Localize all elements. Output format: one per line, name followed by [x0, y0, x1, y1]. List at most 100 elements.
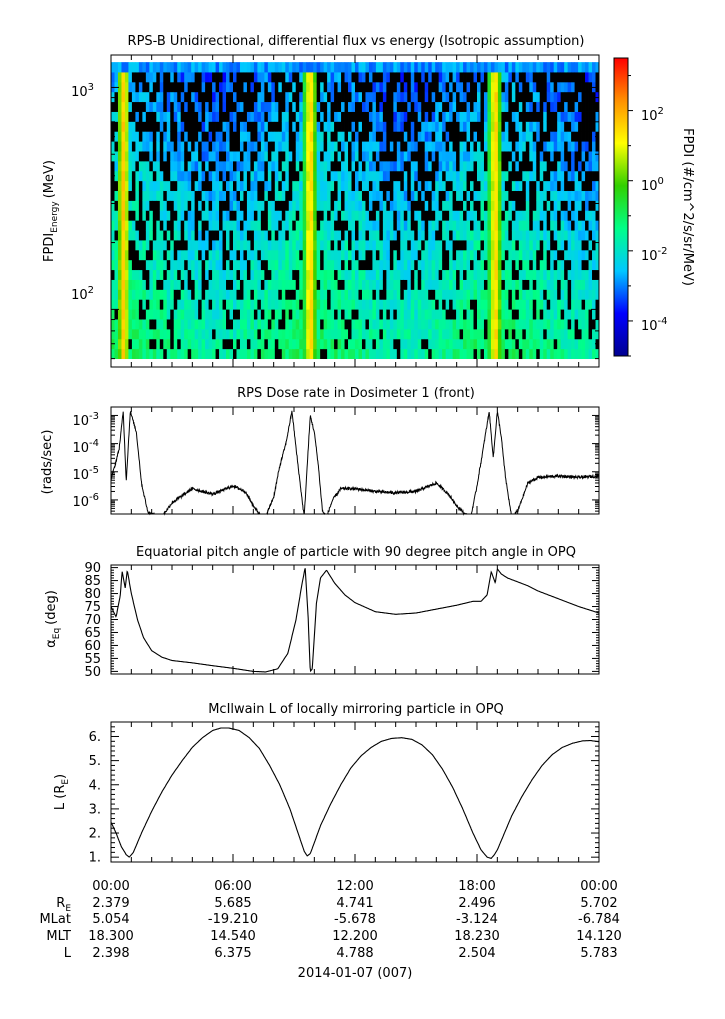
spectrogram-cell — [361, 200, 366, 211]
spectrogram-cell — [581, 338, 586, 350]
spectrogram-cell — [473, 348, 478, 360]
spectrogram-cell — [515, 180, 520, 192]
spectrogram-cell — [348, 141, 352, 152]
spectrogram-cell — [497, 62, 502, 73]
spectrogram-cell — [260, 111, 265, 122]
spectrogram-cell — [473, 279, 478, 290]
spectrogram-cell — [557, 319, 562, 330]
spectrogram-cell — [355, 309, 359, 320]
spectrogram-cell — [222, 220, 227, 231]
spectrogram-cell — [243, 309, 248, 320]
spectrogram-cell — [320, 249, 325, 261]
spectrogram-cell — [470, 319, 474, 330]
spectrogram-cell — [271, 269, 276, 280]
spectrogram-cell — [403, 338, 408, 350]
spectrogram-cell — [198, 319, 203, 330]
spectrogram-cell — [313, 91, 318, 103]
spectrogram-cell — [299, 141, 304, 152]
spectrogram-cell — [445, 121, 450, 132]
spectrogram-cell — [466, 299, 471, 310]
spectrogram-cell — [355, 319, 359, 330]
spectrogram-cell — [117, 200, 122, 211]
spectrogram-cell — [487, 240, 492, 251]
spectrogram-cell — [142, 319, 147, 330]
spectrogram-cell — [166, 230, 171, 241]
spectrogram-cell — [111, 111, 115, 122]
spectrogram-cell — [135, 62, 140, 73]
spectrogram-cell — [536, 200, 541, 211]
spectrogram-cell — [215, 319, 220, 330]
spectrogram-cell — [138, 299, 143, 310]
spectrogram-cell — [135, 269, 140, 280]
spectrogram-cell — [431, 170, 436, 182]
spectrogram-cell — [375, 81, 380, 93]
spectrogram-cell — [219, 259, 223, 271]
spectrogram-cell — [212, 72, 216, 83]
spectrogram-cell — [382, 249, 387, 261]
spectrogram-cell — [306, 160, 311, 172]
spectrogram-cell — [477, 121, 481, 132]
spectrogram-cell — [198, 299, 203, 310]
spectrogram-cell — [557, 210, 562, 221]
spectrogram-cell — [111, 72, 115, 83]
spectrogram-cell — [246, 299, 251, 310]
spectrogram-cell — [285, 180, 290, 192]
spectrogram-cell — [459, 141, 464, 152]
spectrogram-cell — [539, 72, 544, 83]
spectrogram-cell — [389, 240, 394, 251]
spectrogram-cell — [170, 328, 175, 340]
spectrogram-cell — [323, 220, 328, 231]
spectrogram-cell — [539, 269, 544, 280]
spectrogram-cell — [497, 141, 502, 152]
spectrogram-cell — [341, 81, 345, 93]
spectrogram-cell — [550, 141, 555, 152]
spectrogram-cell — [550, 259, 555, 271]
spectrogram-cell — [518, 72, 523, 83]
spectrogram-cell — [243, 338, 248, 350]
spectrogram-cell — [368, 160, 373, 172]
spectrogram-cell — [208, 309, 213, 320]
spectrogram-cell — [595, 210, 600, 221]
spectrogram-cell — [142, 299, 147, 310]
spectrogram-cell — [578, 338, 582, 350]
spectrogram-cell — [463, 111, 467, 122]
spectrogram-cell — [407, 240, 412, 251]
spectrogram-cell — [571, 269, 575, 280]
spectrogram-cell — [166, 289, 171, 300]
spectrogram-cell — [295, 62, 300, 73]
spectrogram-cell — [173, 240, 178, 251]
spectrogram-cell — [452, 81, 457, 93]
spectrogram-cell — [344, 338, 349, 350]
spectrogram-cell — [135, 111, 140, 122]
spectrogram-cell — [187, 180, 192, 192]
spectrogram-cell — [253, 101, 258, 112]
spectrogram-cell — [487, 220, 492, 231]
spectrogram-cell — [386, 141, 391, 152]
spectrogram-cell — [334, 210, 338, 221]
spectrogram-cell — [124, 111, 129, 122]
spectrogram-cell — [344, 131, 349, 142]
spectrogram-cell — [410, 101, 415, 112]
spectrogram-cell — [368, 269, 373, 280]
spectrogram-cell — [233, 230, 237, 241]
spectrogram-cell — [121, 141, 126, 152]
spectrogram-cell — [497, 200, 502, 211]
spectrogram-cell — [313, 338, 318, 350]
spectrogram-cell — [477, 279, 481, 290]
spectrogram-cell — [379, 319, 384, 330]
spectrogram-cell — [187, 111, 192, 122]
spectrogram-cell — [344, 151, 349, 162]
spectrogram-cell — [257, 328, 262, 340]
spectrogram-cell — [588, 259, 593, 271]
spectrogram-cell — [292, 348, 297, 360]
spectrogram-cell — [386, 309, 391, 320]
spectrogram-cell — [327, 309, 331, 320]
spectrogram-cell — [177, 170, 182, 182]
spectrogram-cell — [121, 299, 126, 310]
spectrogram-cell — [470, 200, 474, 211]
spectrogram-cell — [334, 190, 338, 201]
spectrogram-cell — [365, 269, 370, 280]
spectrogram-cell — [170, 289, 175, 300]
spectrogram-cell — [473, 200, 478, 211]
